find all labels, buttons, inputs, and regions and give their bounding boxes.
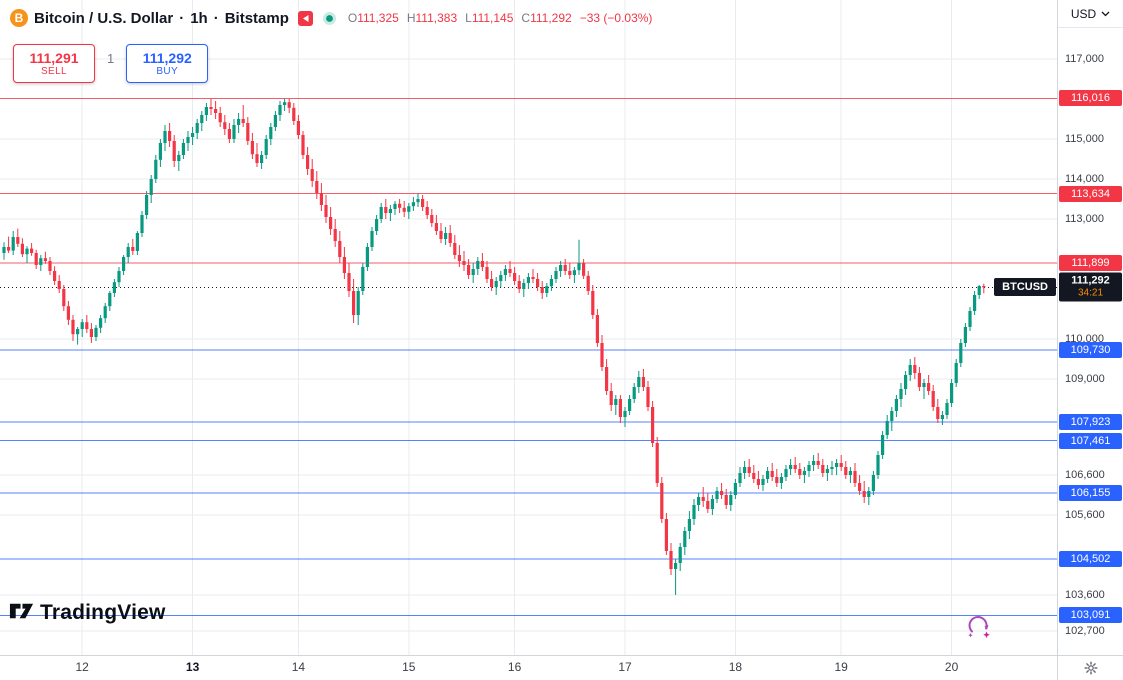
low-value: 111,145: [471, 11, 514, 25]
close-value: 111,292: [530, 11, 572, 25]
time-axis[interactable]: 12 13 14 15 16 17 18 19 20: [0, 655, 1057, 680]
chart-pane[interactable]: B Bitcoin / U.S. Dollar · 1h · Bitstamp …: [0, 0, 1057, 655]
price-label: 106,600: [1065, 469, 1105, 481]
time-label: 13: [185, 660, 200, 674]
price-label: 105,600: [1065, 509, 1105, 521]
price-level-badge: 113,634: [1059, 185, 1122, 202]
time-label: 15: [402, 660, 416, 674]
status-dot-icon[interactable]: [322, 11, 337, 26]
quantity-field[interactable]: 1: [107, 51, 115, 66]
sparkle-arrow-icon[interactable]: [963, 610, 995, 647]
price-level-badge: 107,923: [1059, 414, 1122, 431]
watermark-text: TradingView: [40, 601, 166, 624]
price-label: 102,700: [1065, 625, 1105, 637]
interval-label[interactable]: 1h: [190, 9, 208, 27]
chart-legend[interactable]: B Bitcoin / U.S. Dollar · 1h · Bitstamp …: [10, 9, 652, 27]
sell-button[interactable]: 111,291 SELL: [13, 44, 95, 83]
tradingview-logo-icon: [8, 597, 35, 629]
bitcoin-glyph: B: [14, 11, 24, 25]
current-price-value: 111,292: [1071, 274, 1110, 287]
chevron-down-icon: [1101, 11, 1110, 16]
price-chart[interactable]: [0, 0, 1057, 655]
price-level-badge: 116,016: [1059, 90, 1122, 107]
price-level-badge: 103,091: [1059, 607, 1122, 624]
low-label: L: [465, 11, 472, 25]
time-label: 17: [618, 660, 632, 674]
gear-icon[interactable]: [1083, 661, 1098, 675]
price-label: 113,000: [1065, 213, 1104, 225]
open-label: O: [347, 11, 358, 25]
legend-separator: ·: [179, 9, 185, 27]
time-label: 19: [834, 660, 848, 674]
red-flag-icon[interactable]: [297, 10, 313, 26]
sell-price: 111,291: [29, 49, 79, 66]
price-axis[interactable]: USD 117,000 115,000 114,000 113,000 110,000 1…: [1057, 0, 1123, 655]
current-price-badge: 111,292 34:21: [1059, 272, 1122, 302]
time-label: 20: [944, 660, 959, 674]
price-label: 114,000: [1065, 173, 1104, 185]
trade-panel: 111,291 SELL 1 111,292 BUY: [13, 44, 209, 83]
currency-label: USD: [1070, 6, 1097, 21]
symbol-title[interactable]: Bitcoin / U.S. Dollar: [34, 9, 174, 27]
price-label: 103,600: [1065, 589, 1105, 601]
buy-label: BUY: [156, 65, 179, 77]
axis-corner[interactable]: [1057, 655, 1123, 680]
price-level-badge: 109,730: [1059, 341, 1122, 358]
price-change: −33 (−0.03%): [579, 11, 653, 25]
exchange-label[interactable]: Bitstamp: [224, 9, 289, 27]
bar-countdown: 34:21: [1077, 287, 1104, 299]
buy-button[interactable]: 111,292 BUY: [126, 44, 209, 83]
currency-dropdown[interactable]: USD: [1058, 0, 1123, 28]
price-level-badge: 106,155: [1059, 484, 1122, 501]
tradingview-watermark: TradingView: [8, 597, 166, 629]
ohlc-readout: O111,325 H111,383 L111,145 C111,292 −33 …: [348, 11, 653, 25]
bitcoin-icon: B: [10, 9, 28, 27]
sell-label: SELL: [40, 65, 68, 77]
price-label: 117,000: [1065, 53, 1104, 65]
buy-price: 111,292: [142, 49, 192, 66]
high-label: H: [406, 11, 416, 25]
legend-separator: ·: [213, 9, 219, 27]
price-level-badge: 104,502: [1059, 550, 1122, 567]
symbol-price-tag: BTCUSD: [994, 278, 1056, 297]
time-label: 12: [75, 660, 89, 674]
close-label: C: [521, 11, 531, 25]
price-label: 115,000: [1065, 133, 1104, 145]
high-value: 111,383: [415, 11, 458, 25]
time-label: 14: [291, 660, 306, 674]
open-value: 111,325: [357, 11, 399, 25]
time-label: 16: [507, 660, 522, 674]
price-level-badge: 107,461: [1059, 432, 1122, 449]
price-label: 109,000: [1065, 373, 1105, 385]
price-level-badge: 111,899: [1059, 255, 1122, 272]
time-label: 18: [728, 660, 743, 674]
